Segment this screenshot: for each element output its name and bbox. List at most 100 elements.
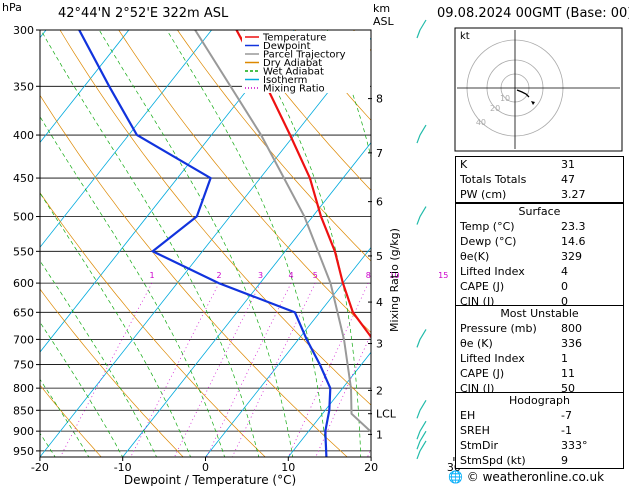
- dry-adiabat-line: [40, 288, 184, 457]
- isotherm-line: [287, 351, 371, 457]
- parameter-value: 329: [561, 250, 582, 263]
- indices-panel: K 31 Totals Totals 47 PW (cm) 3.27: [455, 156, 624, 203]
- location-label: 42°44'N 2°52'E 322m ASL: [58, 6, 229, 21]
- temperature-tick-label: 0: [202, 461, 209, 474]
- legend-entry: Mixing Ratio: [263, 84, 325, 95]
- wet-adiabat-line: [40, 378, 90, 457]
- dewpoint-line: [78, 30, 332, 457]
- mixing-ratio-label: 1: [149, 271, 154, 280]
- parameter-label: K: [460, 158, 468, 171]
- height-tick-label: 2: [376, 384, 383, 397]
- legend-entry: Wet Adiabat: [263, 67, 324, 78]
- pressure-tick-label: 400: [13, 129, 34, 142]
- temperature-tick-label: -20: [31, 461, 49, 474]
- parameter-value: -1: [561, 424, 572, 437]
- height-tick-label: 3: [376, 338, 383, 351]
- credit-label: 🌐 © weatheronline.co.uk: [448, 470, 604, 484]
- legend-entry: Dry Adiabat: [263, 58, 322, 69]
- parameter-value: -7: [561, 409, 572, 422]
- mixing-ratio-label: 2: [216, 271, 221, 280]
- pressure-tick-label: 300: [13, 24, 34, 37]
- profiles: [78, 30, 371, 457]
- hodograph-trace: [516, 89, 530, 98]
- legend-entry: Dewpoint: [263, 41, 311, 52]
- hodograph-params-panel: Hodograph EH -7 SREH -1 StmDir 333° StmSpd (kt)…: [455, 392, 624, 469]
- legend-entry: Isotherm: [263, 75, 307, 86]
- parameter-row: θe (K) 336: [456, 336, 623, 351]
- height-tick-label: 1: [376, 428, 383, 441]
- parameter-label: CIN (J): [460, 295, 495, 308]
- parameter-value: 800: [561, 322, 582, 335]
- wind-barb-icon: [416, 124, 427, 144]
- dry-adiabat-line: [235, 30, 371, 191]
- mixing-ratio-line: [174, 282, 261, 457]
- wind-barb-icon: [416, 19, 427, 39]
- parameter-label: Pressure (mb): [460, 322, 537, 335]
- hodograph-ring-label: 40: [476, 118, 486, 127]
- isotherm-line: [122, 142, 371, 457]
- dry-adiabat-line: [40, 192, 266, 457]
- mixing-ratio-label: 4: [288, 271, 293, 280]
- parameter-row: StmDir 333°: [456, 438, 623, 453]
- wet-adiabat-line: [409, 30, 436, 459]
- background-lines: [40, 30, 436, 459]
- parameter-label: CAPE (J): [460, 280, 505, 293]
- pressure-tick-label: 800: [13, 382, 34, 395]
- legend-entry: Parcel Trajectory: [263, 50, 346, 61]
- wind-barb-icon: [416, 206, 427, 225]
- parameter-value: 3.27: [561, 188, 586, 201]
- height-tick-label: 5: [376, 250, 383, 263]
- wet-adiabat-line: [326, 30, 371, 159]
- wind-barbs: [416, 19, 427, 460]
- dry-adiabat-line: [40, 94, 348, 457]
- parameter-row: Pressure (mb) 800: [456, 321, 623, 336]
- dry-adiabat-line: [59, 30, 371, 406]
- wet-adiabat-line: [40, 321, 124, 457]
- parameter-label: Lifted Index: [460, 265, 525, 278]
- credit-text: © weatheronline.co.uk: [466, 470, 605, 484]
- parameter-row: CIN (J) 50: [456, 381, 623, 396]
- parameter-row: Lifted Index 4: [456, 264, 623, 279]
- temperature-tick-label: 10: [281, 461, 295, 474]
- isotherm-line: [40, 30, 295, 353]
- isotherm-line: [205, 246, 371, 457]
- parameter-label: StmSpd (kt): [460, 454, 526, 467]
- dry-adiabat-line: [118, 30, 371, 333]
- height-unit-label: km ASL: [373, 2, 394, 28]
- wind-barb-icon: [416, 440, 427, 460]
- pressure-tick-label: 850: [13, 404, 34, 417]
- temperature-tick-label: 20: [364, 461, 378, 474]
- wind-barb-icon: [416, 329, 427, 348]
- mixing-ratio-axis-label: Mixing Ratio (g/kg): [388, 228, 401, 332]
- datetime-label: 09.08.2024 00GMT (Base: 00): [437, 6, 629, 21]
- parameter-value: 9: [561, 454, 568, 467]
- mixing-ratio-label: 3: [258, 271, 263, 280]
- wet-adiabat-line: [98, 30, 294, 457]
- wind-barb-icon: [416, 399, 427, 419]
- most-unstable-panel: Most Unstable Pressure (mb) 800 θe (K) 336 Li…: [455, 305, 624, 397]
- parameter-value: 47: [561, 173, 575, 186]
- parameter-row: Totals Totals 47: [456, 172, 623, 187]
- parameter-label: θe(K): [460, 250, 490, 263]
- dry-adiabat-line: [40, 384, 102, 457]
- pressure-tick-label: 750: [13, 359, 34, 372]
- parameter-row: CAPE (J) 11: [456, 366, 623, 381]
- parameter-row: K 31: [456, 157, 623, 172]
- hodograph-ring-label: 20: [490, 104, 500, 113]
- parameter-row: Lifted Index 1: [456, 351, 623, 366]
- wet-adiabat-line: [243, 30, 362, 457]
- wet-adiabat-line: [40, 115, 226, 457]
- parameter-label: SREH: [460, 424, 490, 437]
- parameter-row: CAPE (J) 0: [456, 279, 623, 294]
- temperature-line: [235, 30, 371, 339]
- height-tick-label: LCL: [376, 408, 397, 421]
- parcel-trajectory-line: [194, 30, 371, 434]
- parameter-label: Totals Totals: [460, 173, 527, 186]
- x-axis-label: Dewpoint / Temperature (°C): [124, 473, 296, 486]
- isotherm-line: [40, 30, 130, 144]
- parameter-row: StmSpd (kt) 9: [456, 453, 623, 468]
- wet-adiabat-line: [166, 30, 328, 457]
- parameter-row: PW (cm) 3.27: [456, 187, 623, 202]
